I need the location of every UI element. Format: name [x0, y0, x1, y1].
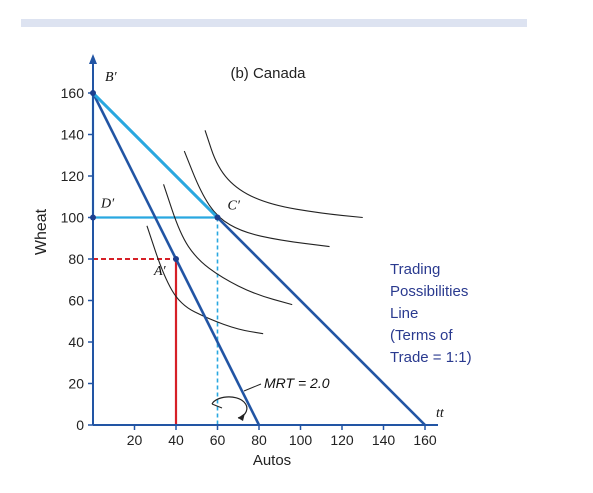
y-tick-label: 160 — [61, 85, 85, 101]
trade-label-line-2: Possibilities — [390, 283, 468, 300]
y-tick-label: 140 — [61, 127, 85, 143]
indifference-curve — [204, 130, 363, 219]
top-banner-band — [21, 19, 527, 27]
x-ticks: 20 40 60 80 100 120 140 160 — [127, 425, 437, 448]
trade-line-label: Trading Possibilities Line (Terms of Tra… — [390, 261, 473, 366]
trade-label-line-3: Line — [390, 305, 418, 322]
x-tick-label: 100 — [289, 432, 313, 448]
mrt-leader-line — [243, 383, 262, 392]
x-tick-label: 20 — [127, 432, 143, 448]
consumption-trade-segment — [91, 91, 219, 219]
point-marker — [90, 214, 96, 221]
mrt-arc-arrowhead — [238, 413, 245, 421]
x-tick-label: 120 — [330, 432, 354, 448]
trade-label-line-5: Trade = 1:1) — [390, 349, 472, 366]
y-tick-label: 80 — [68, 251, 84, 267]
mrt-angle-tick — [211, 403, 223, 409]
indifference-curve — [146, 225, 264, 335]
point-marker — [214, 214, 221, 221]
indifference-curve — [163, 184, 293, 306]
y-ticks: 0 20 40 60 80 100 120 140 160 — [61, 85, 93, 433]
y-tick-label: 60 — [68, 293, 84, 309]
y-tick-label: 100 — [61, 210, 85, 226]
point-marker — [173, 256, 179, 262]
y-tick-label: 0 — [76, 417, 84, 433]
indifference-curves — [146, 130, 363, 335]
x-axis-title: Autos — [253, 452, 291, 469]
tt-label: tt — [436, 406, 445, 421]
y-axis-arrow — [89, 54, 97, 64]
trade-label-line-4: (Terms of — [390, 327, 453, 344]
x-tick-label: 160 — [413, 432, 437, 448]
x-tick-label: 80 — [251, 432, 267, 448]
x-tick-label: 40 — [168, 432, 184, 448]
point-labels: B′ C′ D′ A′ — [90, 70, 241, 279]
y-axis-title: Wheat — [33, 208, 50, 255]
x-tick-label: 60 — [210, 432, 226, 448]
point-label: C′ — [228, 199, 241, 214]
x-tick-label: 140 — [372, 432, 396, 448]
point-label: D′ — [100, 197, 115, 212]
point-label: B′ — [105, 70, 118, 85]
y-tick-label: 120 — [61, 168, 85, 184]
mrt-label: MRT = 2.0 — [264, 375, 330, 391]
chart-title: (b) Canada — [230, 65, 306, 82]
trade-label-line-1: Trading — [390, 261, 440, 278]
y-tick-label: 20 — [68, 376, 84, 392]
point-label: A′ — [153, 264, 167, 279]
y-tick-label: 40 — [68, 334, 84, 350]
point-marker — [90, 90, 96, 96]
